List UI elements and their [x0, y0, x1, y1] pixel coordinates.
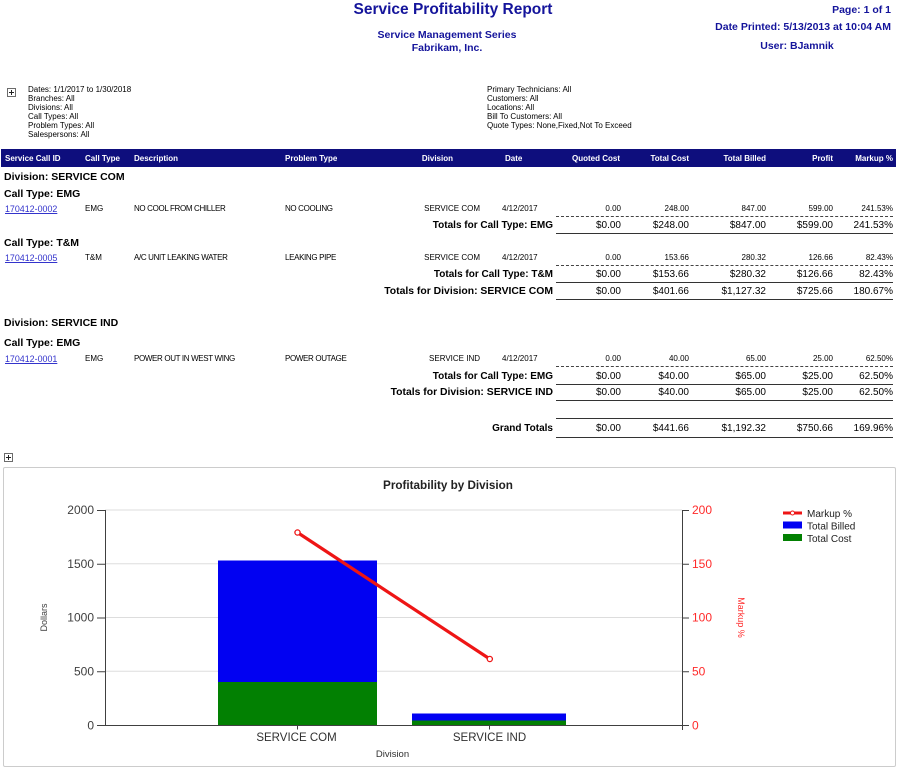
- svg-text:1500: 1500: [67, 557, 94, 571]
- svg-text:Total Cost: Total Cost: [807, 534, 852, 545]
- svg-text:Markup %: Markup %: [807, 509, 852, 520]
- svg-text:0: 0: [692, 719, 699, 733]
- svg-text:150: 150: [692, 557, 712, 571]
- svg-text:SERVICE IND: SERVICE IND: [453, 732, 526, 744]
- svg-text:1000: 1000: [67, 611, 94, 625]
- svg-text:200: 200: [692, 503, 712, 517]
- svg-text:Dollars: Dollars: [39, 603, 49, 632]
- svg-text:500: 500: [74, 664, 94, 678]
- svg-text:0: 0: [87, 719, 94, 733]
- svg-text:50: 50: [692, 664, 706, 678]
- svg-text:Profitability by Division: Profitability by Division: [383, 479, 513, 492]
- svg-text:Total Billed: Total Billed: [807, 522, 855, 533]
- svg-text:Division: Division: [376, 749, 409, 760]
- svg-text:Markup %: Markup %: [736, 597, 746, 638]
- svg-text:2000: 2000: [67, 503, 94, 517]
- svg-text:SERVICE COM: SERVICE COM: [256, 732, 336, 744]
- svg-text:100: 100: [692, 611, 712, 625]
